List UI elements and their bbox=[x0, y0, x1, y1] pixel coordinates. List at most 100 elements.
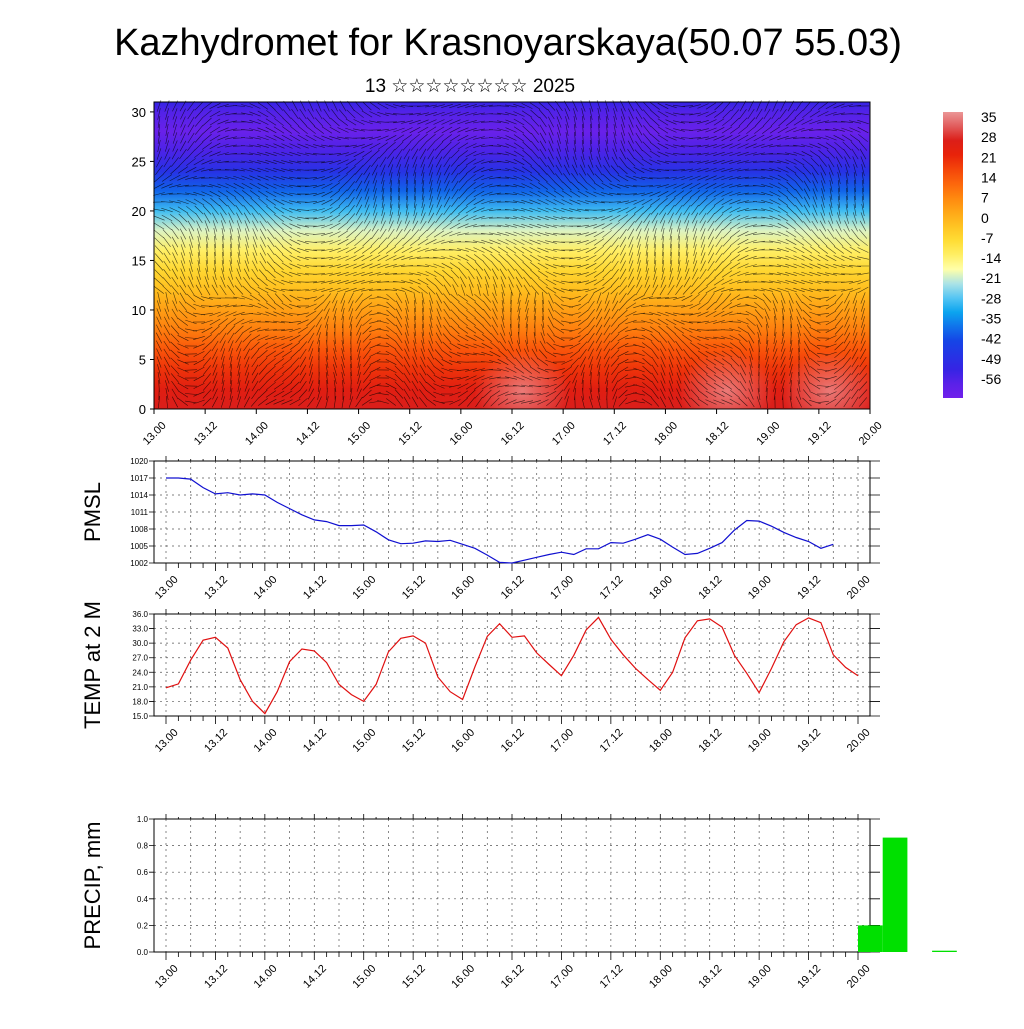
warm-core bbox=[474, 351, 571, 409]
heatmap-y-tick-label: 20 bbox=[132, 204, 146, 219]
y-tick-label: 1.0 bbox=[137, 815, 149, 824]
y-tick-label: 0.0 bbox=[137, 948, 149, 957]
pmsl-panel: 1020 1017 1014 1011 1008 1005 1002 13.00 13.12 14… bbox=[80, 456, 880, 602]
warm-core bbox=[781, 351, 870, 409]
colorbar-scale bbox=[943, 112, 963, 398]
y-tick-label: 0.4 bbox=[137, 895, 149, 904]
x-tick-label: 19.12 bbox=[795, 574, 823, 602]
heatmap-y-tick-label: 0 bbox=[139, 402, 146, 417]
y-tick-label: 30.0 bbox=[132, 639, 148, 648]
x-tick-label: 13.00 bbox=[153, 574, 181, 602]
heatmap-x-tick-label: 15.00 bbox=[345, 420, 373, 448]
heatmap-y-tick-label: 5 bbox=[139, 352, 146, 367]
heatmap-y-tick-label: 15 bbox=[132, 253, 146, 268]
heatmap-y-tick-label: 10 bbox=[132, 303, 146, 318]
colorbar-label: -35 bbox=[981, 311, 1001, 327]
y-tick-label: 1002 bbox=[130, 559, 148, 568]
y-tick-label: 1005 bbox=[130, 542, 148, 551]
heatmap-x-tick-label: 19.00 bbox=[754, 420, 782, 448]
x-tick-label: 18.00 bbox=[647, 574, 675, 602]
x-tick-label: 14.00 bbox=[252, 727, 280, 755]
y-tick-label: 15.0 bbox=[132, 712, 148, 721]
panel-ticks bbox=[149, 456, 880, 571]
colorbar-label: 35 bbox=[981, 109, 997, 125]
x-tick-label: 19.00 bbox=[746, 963, 774, 991]
y-tick-label: 36.0 bbox=[132, 610, 148, 619]
x-tick-label: 18.12 bbox=[696, 963, 724, 991]
colorbar-label: -14 bbox=[981, 250, 1001, 266]
y-tick-label: 21.0 bbox=[132, 683, 148, 692]
x-tick-label: 16.12 bbox=[499, 574, 527, 602]
x-tick-label: 16.00 bbox=[449, 963, 477, 991]
heatmap-x-tick-label: 18.00 bbox=[652, 420, 680, 448]
precip-bar bbox=[932, 950, 957, 952]
x-tick-label: 15.12 bbox=[400, 963, 428, 991]
x-tick-label: 19.12 bbox=[795, 727, 823, 755]
precip-bar bbox=[858, 925, 883, 952]
x-tick-label: 17.00 bbox=[548, 963, 576, 991]
colorbar-label: 28 bbox=[981, 129, 997, 145]
x-tick-label: 16.00 bbox=[449, 727, 477, 755]
heatmap-x-tick-label: 14.00 bbox=[243, 420, 271, 448]
x-tick-label: 18.12 bbox=[696, 727, 724, 755]
precip-bar bbox=[882, 837, 908, 952]
y-tick-label: 1017 bbox=[130, 474, 148, 483]
y-tick-label: 1020 bbox=[130, 457, 148, 466]
y-tick-label: 0.8 bbox=[137, 842, 149, 851]
colorbar-label: -7 bbox=[981, 230, 994, 246]
x-tick-label: 16.00 bbox=[449, 574, 477, 602]
heatmap-y-tick-label: 25 bbox=[132, 154, 146, 169]
x-tick-label: 15.00 bbox=[350, 574, 378, 602]
x-tick-label: 17.12 bbox=[598, 574, 626, 602]
x-tick-label: 18.00 bbox=[647, 963, 675, 991]
heatmap-x-tick-label: 13.12 bbox=[192, 420, 220, 448]
x-tick-label: 16.12 bbox=[499, 727, 527, 755]
y-tick-label: 27.0 bbox=[132, 654, 148, 663]
y-tick-label: 1008 bbox=[130, 525, 148, 534]
panel-grid bbox=[154, 460, 870, 564]
colorbar: 35 28 21 14 7 0 -7 -14 -21 -28 -35 -42 -49 -56 bbox=[943, 109, 1001, 398]
colorbar-label: -56 bbox=[981, 371, 1001, 387]
colorbar-label: -28 bbox=[981, 290, 1001, 306]
x-tick-label: 17.12 bbox=[598, 727, 626, 755]
x-tick-label: 19.00 bbox=[746, 727, 774, 755]
x-tick-label: 15.00 bbox=[350, 727, 378, 755]
x-tick-label: 18.00 bbox=[647, 727, 675, 755]
x-tick-label: 16.12 bbox=[499, 963, 527, 991]
warm-core bbox=[678, 351, 775, 409]
x-tick-label: 13.12 bbox=[202, 963, 230, 991]
colorbar-label: -42 bbox=[981, 331, 1001, 347]
x-tick-label: 13.12 bbox=[202, 727, 230, 755]
y-tick-label: 1014 bbox=[130, 491, 148, 500]
x-tick-label: 15.12 bbox=[400, 727, 428, 755]
y-axis-label: PRECIP, mm bbox=[80, 822, 105, 950]
y-axis-label: PMSL bbox=[80, 482, 105, 542]
x-tick-label: 13.00 bbox=[153, 963, 181, 991]
x-tick-label: 15.12 bbox=[400, 574, 428, 602]
precip-panel: 1.0 0.8 0.6 0.4 0.2 0.0 13.00 13.12 14.00 14.12 15… bbox=[80, 814, 957, 991]
heatmap-y-tick-label: 30 bbox=[132, 105, 146, 120]
x-tick-label: 17.00 bbox=[548, 574, 576, 602]
x-tick-label: 17.00 bbox=[548, 727, 576, 755]
heatmap-x-tick-label: 18.12 bbox=[703, 420, 731, 448]
series-line bbox=[165, 616, 859, 715]
panel-grid bbox=[154, 613, 870, 717]
chart-subtitle: 13 ☆☆☆☆☆☆☆☆ 2025 bbox=[365, 76, 575, 97]
x-tick-label: 18.12 bbox=[696, 574, 724, 602]
panel-grid bbox=[154, 818, 870, 953]
panel-frame bbox=[153, 460, 871, 564]
x-tick-label: 14.00 bbox=[252, 574, 280, 602]
y-tick-label: 18.0 bbox=[132, 697, 148, 706]
y-tick-label: 0.2 bbox=[137, 921, 149, 930]
y-tick-label: 24.0 bbox=[132, 668, 148, 677]
x-tick-label: 19.12 bbox=[795, 963, 823, 991]
y-tick-label: 33.0 bbox=[132, 625, 148, 634]
heatmap-x-tick-label: 17.12 bbox=[601, 420, 629, 448]
series-line bbox=[166, 477, 834, 564]
heatmap-x-tick-label: 13.00 bbox=[141, 420, 169, 448]
heatmap-x-tick-label: 14.12 bbox=[294, 420, 322, 448]
colorbar-label: 21 bbox=[981, 149, 997, 165]
heatmap-x-tick-label: 17.00 bbox=[550, 420, 578, 448]
x-tick-label: 15.00 bbox=[350, 963, 378, 991]
